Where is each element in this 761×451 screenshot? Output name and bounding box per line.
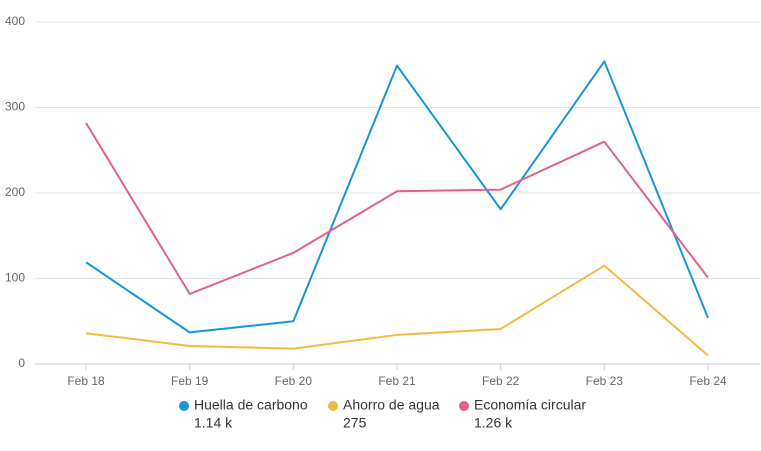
legend-label[interactable]: Ahorro de agua xyxy=(343,397,440,413)
series-line xyxy=(85,264,709,357)
legend-marker[interactable] xyxy=(328,401,338,411)
series-line xyxy=(85,122,709,295)
x-tick-label: Feb 21 xyxy=(378,374,416,388)
legend-summary: 1.26 k xyxy=(474,415,513,431)
x-tick-label: Feb 19 xyxy=(171,374,209,388)
x-tick-label: Feb 23 xyxy=(586,374,624,388)
y-tick-label: 0 xyxy=(18,356,25,370)
y-tick-label: 300 xyxy=(5,100,25,114)
y-tick-label: 200 xyxy=(5,185,25,199)
x-tick-label: Feb 18 xyxy=(67,374,105,388)
x-tick-label: Feb 24 xyxy=(689,374,727,388)
y-tick-label: 400 xyxy=(5,14,25,28)
x-tick-label: Feb 20 xyxy=(275,374,313,388)
x-tick-label: Feb 22 xyxy=(482,374,520,388)
legend-summary: 1.14 k xyxy=(194,415,233,431)
legend-label[interactable]: Economía circular xyxy=(474,397,586,413)
legend-summary: 275 xyxy=(343,415,367,431)
series-line xyxy=(85,60,709,334)
legend-marker[interactable] xyxy=(179,401,189,411)
legend-label[interactable]: Huella de carbono xyxy=(194,397,308,413)
legend-marker[interactable] xyxy=(459,401,469,411)
y-tick-label: 100 xyxy=(5,271,25,285)
